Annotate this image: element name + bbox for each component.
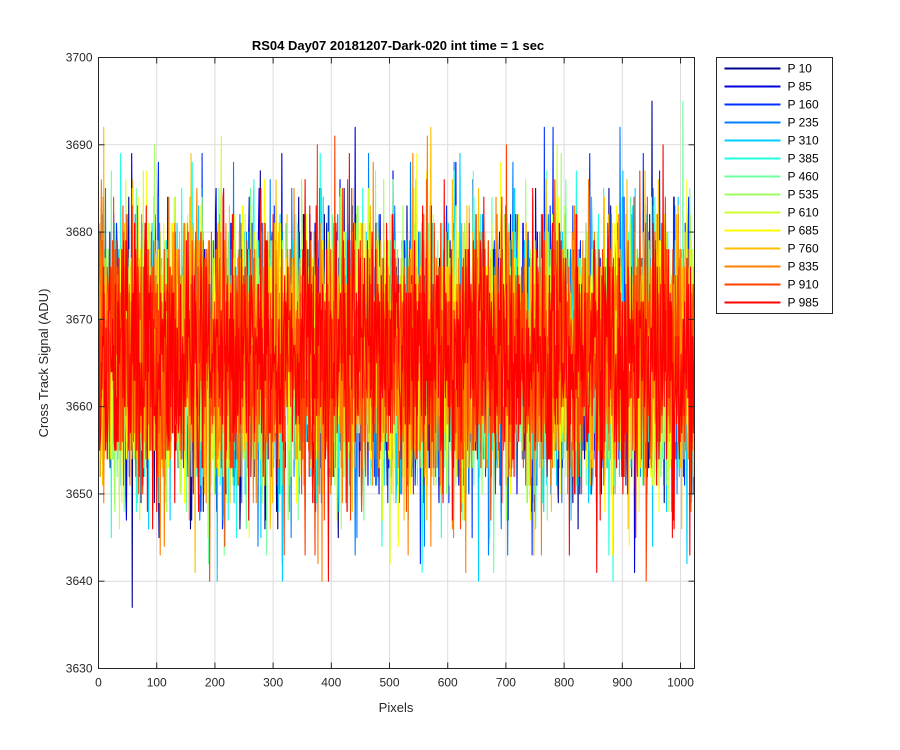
- y-tick-label: 3660: [66, 400, 93, 414]
- axes-box: [98, 57, 695, 669]
- legend-label: P 610: [788, 206, 819, 220]
- y-tick-label: 3630: [66, 662, 93, 676]
- x-tick-label: 300: [263, 676, 283, 690]
- legend-label: P 685: [788, 224, 819, 238]
- legend-label: P 835: [788, 260, 819, 274]
- legend-label: P 535: [788, 188, 819, 202]
- legend-item[interactable]: P 835: [724, 260, 819, 274]
- legend-item[interactable]: P 910: [724, 278, 819, 292]
- x-axis-label: Pixels: [379, 700, 414, 715]
- x-tick-label: 1000: [667, 676, 694, 690]
- x-tick-label: 200: [205, 676, 225, 690]
- legend-label: P 85: [788, 80, 813, 94]
- x-tick-label: 600: [438, 676, 458, 690]
- legend-item[interactable]: P 235: [724, 116, 819, 130]
- legend-label: P 160: [788, 98, 819, 112]
- chart-title: RS04 Day07 20181207-Dark-020 int time = …: [252, 38, 544, 53]
- legend-item[interactable]: P 10: [724, 62, 813, 76]
- legend-item[interactable]: P 310: [724, 134, 819, 148]
- legend-box: [716, 57, 833, 314]
- y-tick-label: 3690: [66, 138, 93, 152]
- x-tick-label: 400: [321, 676, 341, 690]
- x-tick-label: 700: [496, 676, 516, 690]
- x-tick-label: 100: [147, 676, 167, 690]
- series-line: [98, 135, 695, 582]
- legend-item[interactable]: P 535: [724, 188, 819, 202]
- series-group: [98, 100, 695, 608]
- legend[interactable]: P 10 P 85 P 160 P 235 P 310 P 385 P 460 P 535 P …: [716, 57, 833, 314]
- legend-label: P 460: [788, 170, 819, 184]
- x-tick-label: 800: [554, 676, 574, 690]
- x-tick-label: 500: [380, 676, 400, 690]
- y-tick-label: 3650: [66, 487, 93, 501]
- legend-label: P 310: [788, 134, 819, 148]
- legend-item[interactable]: P 760: [724, 242, 819, 256]
- ticks: 0 100 200 300 400 500 600 700 800 900 1000 3630 3640…: [66, 51, 695, 690]
- legend-item[interactable]: P 460: [724, 170, 819, 184]
- y-tick-label: 3680: [66, 225, 93, 239]
- legend-item[interactable]: P 985: [724, 296, 819, 310]
- x-tick-label: 900: [612, 676, 632, 690]
- legend-label: P 385: [788, 152, 819, 166]
- legend-label: P 760: [788, 242, 819, 256]
- legend-label: P 985: [788, 296, 819, 310]
- y-tick-label: 3670: [66, 312, 93, 326]
- legend-label: P 10: [788, 62, 813, 76]
- series-line: [98, 144, 695, 582]
- y-tick-label: 3640: [66, 574, 93, 588]
- legend-item[interactable]: P 610: [724, 206, 819, 220]
- legend-item[interactable]: P 85: [724, 80, 813, 94]
- legend-label: P 910: [788, 278, 819, 292]
- legend-item[interactable]: P 385: [724, 152, 819, 166]
- legend-item[interactable]: P 160: [724, 98, 819, 112]
- legend-item[interactable]: P 685: [724, 224, 819, 238]
- y-tick-label: 3700: [66, 51, 93, 65]
- y-axis-label: Cross Track Signal (ADU): [36, 289, 51, 438]
- x-tick-label: 0: [95, 676, 102, 690]
- legend-label: P 235: [788, 116, 819, 130]
